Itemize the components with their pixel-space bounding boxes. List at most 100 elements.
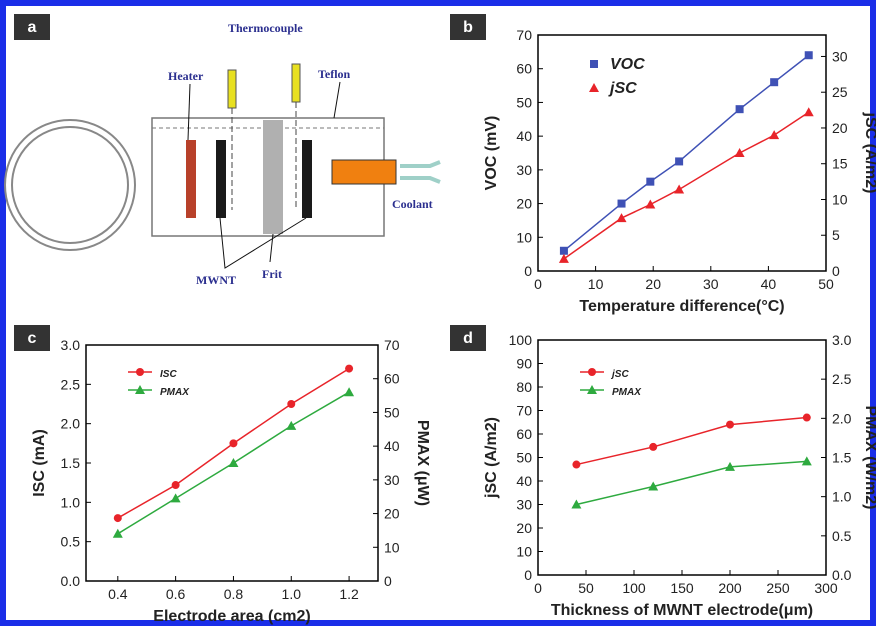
- x-tick-label: 0.4: [108, 586, 128, 602]
- marker: [136, 368, 144, 376]
- y2-tick-label: 2.5: [832, 371, 852, 387]
- y2-tick-label: 25: [832, 84, 848, 100]
- y-tick-label: 1.5: [61, 455, 81, 471]
- marker: [648, 481, 659, 491]
- x-tick-label: 50: [578, 580, 594, 596]
- legend-label: ISC: [160, 369, 177, 380]
- y2-axis-label: jSC (A/m2): [862, 112, 876, 194]
- x-tick-label: 100: [622, 580, 646, 596]
- marker: [770, 78, 779, 87]
- arrows: [400, 160, 441, 184]
- y-tick-label: 100: [509, 332, 533, 348]
- ring: [4, 119, 136, 251]
- y2-tick-label: 15: [832, 156, 848, 172]
- y-tick-label: 30: [516, 497, 532, 513]
- marker: [616, 213, 627, 223]
- x-axis-label: Temperature difference(°C): [579, 298, 784, 315]
- x-axis-label: Thickness of MWNT electrode(μm): [551, 602, 813, 619]
- legend-marker: [590, 60, 598, 68]
- x-tick-label: 50: [818, 276, 834, 292]
- y2-tick-label: 0: [384, 573, 392, 589]
- panel-label-box: [450, 14, 486, 40]
- marker: [113, 514, 122, 523]
- y-tick-label: 2.0: [61, 416, 81, 432]
- y-tick-label: 40: [516, 473, 532, 489]
- y-tick-label: 70: [516, 403, 532, 419]
- y-axis-label: jSC (A/m2): [483, 417, 500, 499]
- x-tick-label: 0: [534, 276, 542, 292]
- series-line: [576, 460, 807, 506]
- y2-tick-label: 20: [832, 120, 848, 136]
- y2-tick-label: 30: [832, 48, 848, 64]
- panel-label: c: [28, 330, 37, 347]
- y2-tick-label: 60: [384, 371, 400, 387]
- x-axis-label: Electrode area (cm2): [153, 608, 310, 625]
- y2-tick-label: 1.0: [832, 489, 852, 505]
- x-tick-label: 10: [588, 276, 604, 292]
- y2-tick-label: 40: [384, 438, 400, 454]
- y-tick-label: 90: [516, 356, 532, 372]
- x-tick-label: 0.8: [224, 586, 244, 602]
- y-tick-label: 70: [516, 27, 532, 43]
- y-tick-label: 80: [516, 379, 532, 395]
- marker: [735, 105, 744, 114]
- y2-tick-label: 50: [384, 404, 400, 420]
- y-tick-label: 2.5: [61, 376, 81, 392]
- panel-label: b: [463, 19, 473, 36]
- panel-label-box: [450, 325, 486, 351]
- y-tick-label: 30: [516, 162, 532, 178]
- x-tick-label: 20: [645, 276, 661, 292]
- marker: [804, 51, 813, 60]
- marker: [287, 400, 296, 408]
- y-tick-label: 0: [524, 263, 532, 279]
- y-axis-label: ISC (mA): [31, 429, 48, 497]
- legend-label: VOC: [610, 56, 645, 73]
- marker: [726, 420, 734, 429]
- marker: [135, 385, 145, 394]
- marker: [558, 253, 569, 263]
- y-tick-label: 20: [516, 196, 532, 212]
- y-tick-label: 0.5: [61, 534, 81, 550]
- x-tick-label: 0: [534, 580, 542, 596]
- pointer: [333, 81, 341, 119]
- marker: [171, 481, 180, 490]
- series-line: [576, 416, 807, 466]
- marker: [769, 130, 780, 140]
- legend-label: PMAX: [160, 387, 190, 398]
- y-tick-label: 0.0: [61, 573, 81, 589]
- marker: [228, 458, 239, 467]
- x-tick-label: 1.2: [339, 586, 359, 602]
- marker: [674, 184, 685, 194]
- marker: [645, 199, 656, 209]
- pointer: [269, 233, 274, 263]
- y-tick-label: 50: [516, 450, 532, 466]
- y-axis-label: VOC (mV): [483, 116, 500, 191]
- y2-axis-label: PMAX (W/m2): [862, 406, 876, 510]
- panel-label: a: [28, 19, 37, 36]
- y2-tick-label: 30: [384, 472, 400, 488]
- label: Frit: [262, 267, 282, 281]
- panel-label-box: [14, 14, 50, 40]
- y2-tick-label: 1.5: [832, 450, 852, 466]
- marker: [286, 420, 297, 430]
- panel-label-box: [14, 325, 50, 351]
- x-tick-label: 150: [670, 580, 694, 596]
- marker: [617, 199, 626, 208]
- y-tick-label: 60: [516, 61, 532, 77]
- electrode: [216, 140, 226, 218]
- y2-tick-label: 5: [832, 227, 840, 243]
- y2-tick-label: 10: [384, 539, 400, 555]
- y2-tick-label: 0.5: [832, 528, 852, 544]
- y-tick-label: 0: [524, 567, 532, 583]
- marker: [803, 107, 814, 117]
- x-tick-label: 1.0: [282, 586, 302, 602]
- label: Heater: [168, 69, 204, 83]
- y-tick-label: 40: [516, 128, 532, 144]
- thermocouple: [227, 69, 237, 109]
- marker: [587, 385, 597, 394]
- legend-marker: [589, 83, 599, 92]
- y2-tick-label: 10: [832, 191, 848, 207]
- marker: [734, 148, 745, 157]
- marker: [646, 177, 655, 186]
- y2-tick-label: 20: [384, 506, 400, 522]
